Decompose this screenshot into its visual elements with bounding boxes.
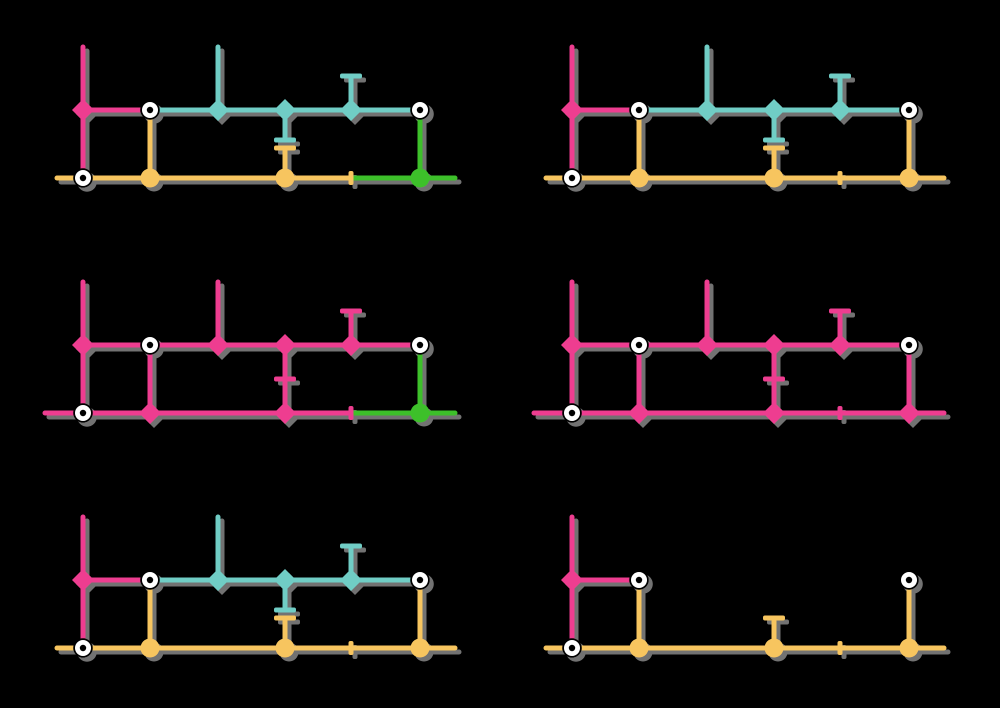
diamond-node: [898, 402, 920, 424]
open-node-hole: [146, 576, 154, 584]
diamond-node: [340, 99, 362, 121]
open-node-hole: [79, 409, 87, 417]
diamond-node: [763, 334, 785, 356]
diamond-node: [139, 402, 161, 424]
diamond-node: [274, 402, 296, 424]
diamond-node: [763, 402, 785, 424]
round-node: [629, 638, 649, 658]
diamond-node: [829, 334, 851, 356]
open-node-hole: [635, 106, 643, 114]
diamond-node: [72, 99, 94, 121]
diamond-node: [696, 334, 718, 356]
open-node-hole: [905, 341, 913, 349]
round-node: [629, 168, 649, 188]
t-terminal-down: [274, 137, 296, 143]
t-terminal: [340, 543, 362, 549]
panel-bottom-right: [543, 514, 947, 658]
diamond-node: [274, 99, 296, 121]
panel-middle-right: [531, 279, 947, 424]
t-terminal-up: [274, 145, 296, 151]
open-node-hole: [568, 409, 576, 417]
tick-mark: [837, 171, 843, 185]
t-terminal: [340, 308, 362, 314]
open-node-hole: [635, 341, 643, 349]
open-node-hole: [146, 341, 154, 349]
tick-mark: [348, 641, 354, 655]
open-node-hole: [146, 106, 154, 114]
tick-mark: [348, 171, 354, 185]
t-terminal-up: [274, 615, 296, 621]
diamond-node: [72, 569, 94, 591]
round-node: [899, 638, 919, 658]
t-terminal-down: [274, 607, 296, 613]
panel-bottom-left: [54, 514, 458, 658]
round-node: [764, 168, 784, 188]
open-node-hole: [635, 576, 643, 584]
diamond-node: [829, 99, 851, 121]
diamond-node: [628, 402, 650, 424]
diamond-node: [561, 99, 583, 121]
t-terminal-up: [763, 145, 785, 151]
t-terminal: [829, 308, 851, 314]
panel-top-right: [543, 44, 947, 188]
tick-mark: [837, 406, 843, 420]
t-terminal-up: [763, 615, 785, 621]
tick-mark: [348, 406, 354, 420]
open-node-hole: [905, 576, 913, 584]
round-node: [140, 638, 160, 658]
t-terminal: [829, 73, 851, 79]
panel-top-left: [54, 44, 458, 188]
diamond-node: [561, 334, 583, 356]
diamond-node: [763, 99, 785, 121]
round-node: [899, 168, 919, 188]
round-node: [275, 168, 295, 188]
diamond-node: [274, 569, 296, 591]
round-node: [410, 168, 430, 188]
t-terminal-down: [763, 137, 785, 143]
open-node-hole: [79, 174, 87, 182]
t-terminal: [340, 73, 362, 79]
diamond-node: [207, 334, 229, 356]
junction-cross-bar: [763, 376, 785, 382]
open-node-hole: [568, 644, 576, 652]
open-node-hole: [416, 576, 424, 584]
diamond-node: [696, 99, 718, 121]
junction-cross-bar: [274, 376, 296, 382]
panel-middle-left: [42, 279, 458, 424]
open-node-hole: [568, 174, 576, 182]
tick-mark: [837, 641, 843, 655]
diamond-node: [207, 569, 229, 591]
open-node-hole: [79, 644, 87, 652]
diamond-node: [340, 569, 362, 591]
diamond-node: [340, 334, 362, 356]
diamond-node: [274, 334, 296, 356]
round-node: [764, 638, 784, 658]
diamond-node: [72, 334, 94, 356]
open-node-hole: [416, 341, 424, 349]
open-node-hole: [905, 106, 913, 114]
round-node: [410, 403, 430, 423]
round-node: [275, 638, 295, 658]
round-node: [410, 638, 430, 658]
diamond-node: [207, 99, 229, 121]
round-node: [140, 168, 160, 188]
diamond-node: [561, 569, 583, 591]
open-node-hole: [416, 106, 424, 114]
